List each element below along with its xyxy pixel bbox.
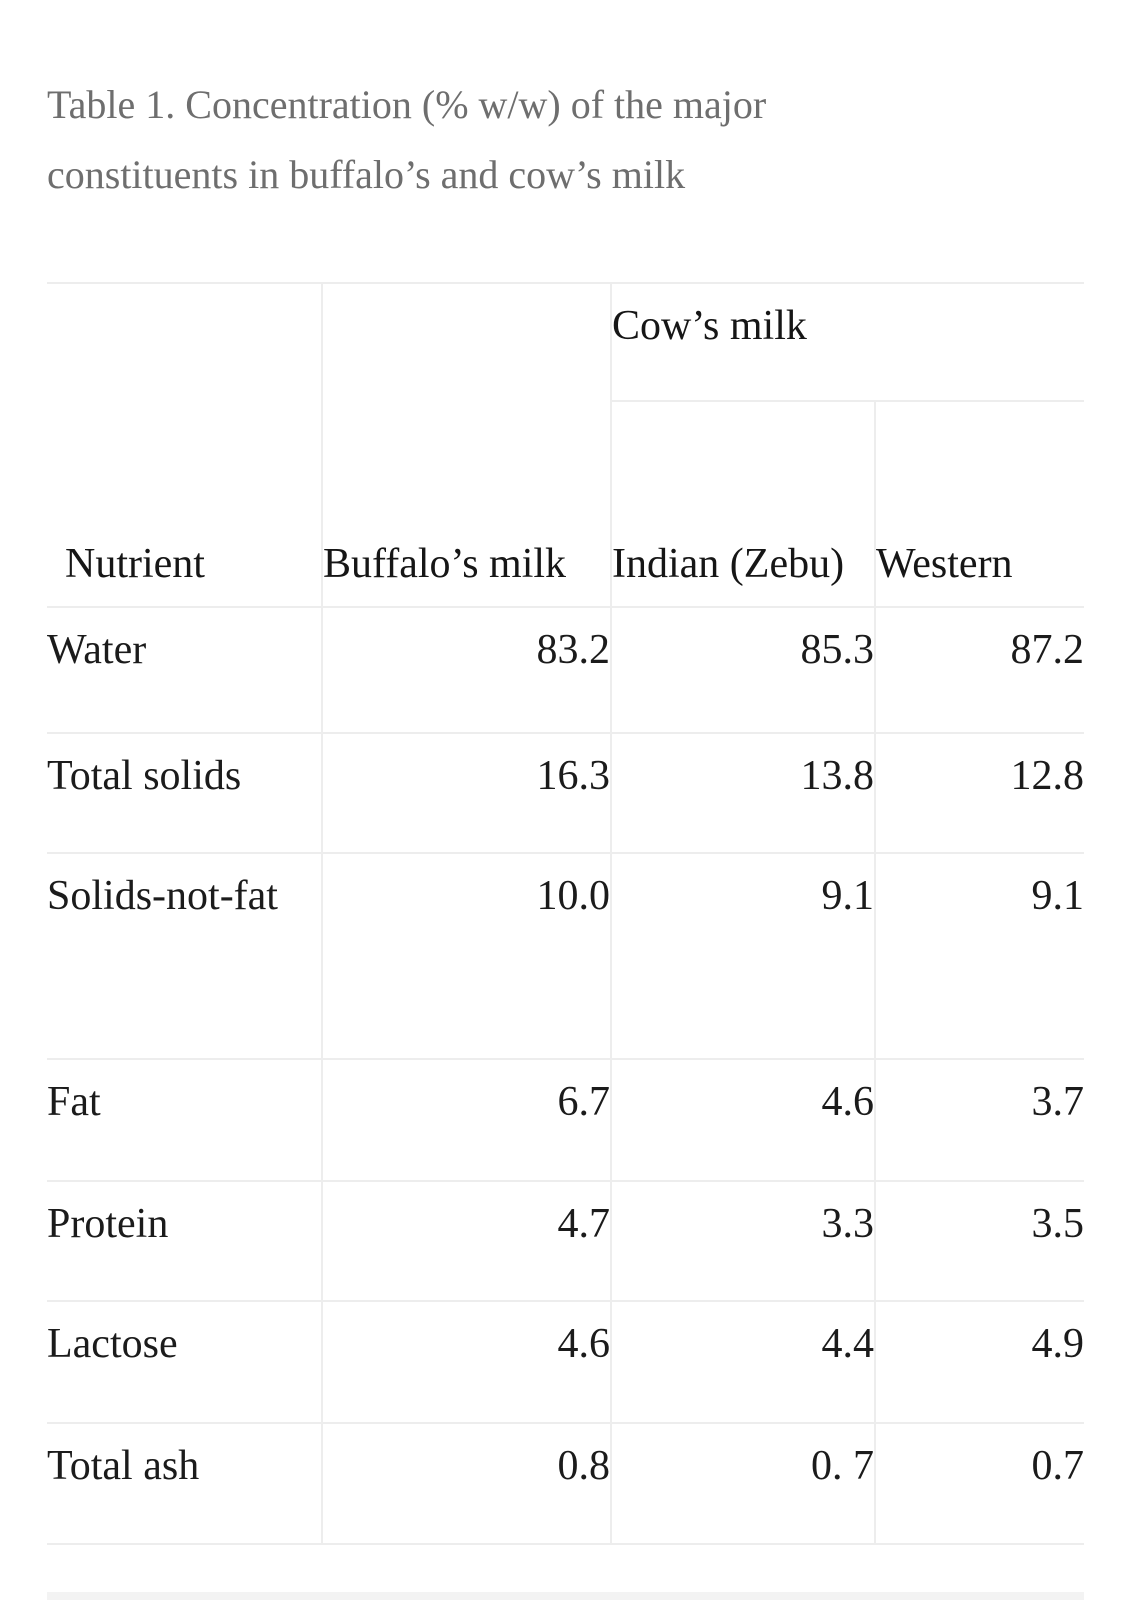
table-subheader-row: Indian (Zebu) Western: [47, 401, 1084, 607]
cell-buffalo: 4.7: [322, 1181, 612, 1301]
table-caption-label: Table 1.: [47, 82, 176, 127]
cell-nutrient: Protein: [47, 1181, 323, 1301]
next-section-divider: [47, 1592, 1084, 1600]
table-row-water: Water 83.2 85.3 87.2: [47, 607, 1084, 733]
cell-western: 3.5: [1031, 1201, 1085, 1247]
col-header-western: Western: [876, 541, 1013, 587]
cell-nutrient: Fat: [47, 1059, 323, 1181]
cell-indian: 13.8: [611, 733, 876, 853]
cell-buffalo: 83.2: [322, 607, 612, 733]
nutrient-table-container: Nutrient Buffalo’s milk Cow’s milk India…: [47, 282, 1084, 1545]
cell-indian: 3.3: [611, 1181, 876, 1301]
cell-nutrient: Total ash: [47, 1423, 323, 1544]
table-row-protein: Protein 4.7 3.3 3.5: [47, 1181, 1084, 1301]
nutrient-concentration-table: Nutrient Buffalo’s milk Cow’s milk India…: [47, 282, 1084, 1545]
cell-indian: 0. 7: [611, 1423, 876, 1544]
col-header-nutrient: Nutrient: [47, 283, 323, 607]
col-header-buffalo-milk: Buffalo’s milk: [322, 283, 612, 607]
col-group-header-cows-milk: Cow’s milk: [611, 283, 1084, 402]
cell-nutrient: Water: [47, 607, 323, 733]
table-caption-text: Concentration (% w/w) of the major const…: [47, 82, 767, 197]
cell-nutrient: Total solids: [47, 733, 323, 853]
cell-buffalo: 0.8: [322, 1423, 612, 1544]
cell-buffalo: 10.0: [322, 853, 612, 1059]
cell-indian: 4.4: [611, 1301, 876, 1423]
cell-nutrient: Lactose: [47, 1301, 323, 1423]
table-caption: Table 1. Concentration (% w/w) of the ma…: [47, 70, 877, 210]
cell-indian: 9.1: [611, 853, 876, 1059]
table-row-solids-not-fat: Solids-not-fat 10.0 9.1 9.1: [47, 853, 1084, 1059]
cell-buffalo: 16.3: [322, 733, 612, 853]
cell-western: 4.9: [1031, 1321, 1085, 1367]
table-row-total-ash: Total ash 0.8 0. 7 0.7: [47, 1423, 1084, 1544]
table-group-header-row: Nutrient Buffalo’s milk Cow’s milk: [47, 283, 1084, 607]
cell-indian: 4.6: [611, 1059, 876, 1181]
cell-buffalo: 6.7: [322, 1059, 612, 1181]
table-row-total-solids: Total solids 16.3 13.8 12.8: [47, 733, 1084, 853]
cell-western: 0.7: [1031, 1443, 1085, 1489]
cell-nutrient: Solids-not-fat: [47, 853, 323, 1059]
cell-western: 87.2: [1010, 627, 1085, 673]
cell-indian: 85.3: [611, 607, 876, 733]
cell-western: 9.1: [1031, 873, 1085, 919]
cell-buffalo: 4.6: [322, 1301, 612, 1423]
cell-western: 3.7: [1031, 1079, 1085, 1125]
col-header-indian-zebu: Indian (Zebu): [611, 401, 876, 607]
table-row-fat: Fat 6.7 4.6 3.7: [47, 1059, 1084, 1181]
cell-western: 12.8: [1010, 753, 1085, 799]
table-row-lactose: Lactose 4.6 4.4 4.9: [47, 1301, 1084, 1423]
